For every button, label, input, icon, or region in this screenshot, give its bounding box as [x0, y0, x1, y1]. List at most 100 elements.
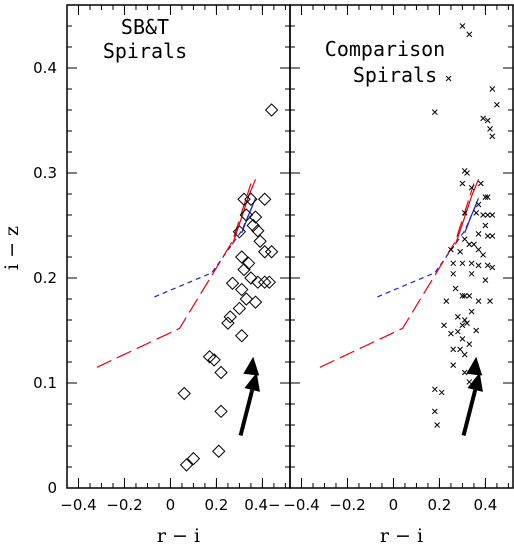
x-marker	[466, 379, 473, 385]
diamond-marker	[262, 275, 277, 289]
diamond-marker	[232, 301, 247, 316]
arrow-head	[243, 356, 260, 376]
x-marker	[477, 180, 484, 187]
x-marker	[452, 285, 459, 292]
arrows	[461, 356, 483, 436]
x-marker	[468, 308, 475, 315]
x-tick-label: 0	[166, 496, 176, 514]
x-marker	[450, 260, 457, 267]
x-marker	[461, 210, 468, 216]
diamond-marker	[235, 282, 249, 297]
diamond-marker	[232, 225, 247, 239]
model-line-blue-solid	[241, 197, 257, 234]
x-marker	[480, 252, 486, 258]
x-tick-label: 0.4−	[244, 496, 280, 514]
x-marker	[482, 277, 489, 283]
x-marker	[443, 298, 450, 304]
x-marker	[459, 292, 466, 299]
x-marker	[448, 246, 454, 253]
x-marker	[489, 233, 496, 239]
panel-title-line-1: SB&T	[121, 15, 169, 39]
panel-comparison-spirals: −0.4 −0.2 0 0.2 0.4 Comparison Spirals r − i	[283, 4, 514, 547]
x-marker	[459, 322, 466, 329]
x-marker	[441, 322, 447, 329]
x-marker	[461, 292, 468, 299]
y-tick-label: 0	[47, 479, 57, 497]
x-marker	[459, 23, 466, 29]
diamond-marker	[179, 458, 194, 472]
x-marker	[431, 408, 438, 415]
x-marker	[450, 346, 457, 353]
x-tick-label: 0	[389, 496, 399, 514]
panel-title-line-2: Spirals	[103, 39, 187, 63]
data-points	[177, 103, 279, 472]
arrows	[238, 356, 260, 436]
x-axis-title: r − i	[380, 525, 423, 547]
x-marker	[475, 231, 482, 237]
x-marker	[482, 194, 489, 201]
arrow-shaft	[238, 389, 255, 436]
x-marker	[459, 260, 466, 267]
x-marker	[482, 222, 489, 229]
diamond-marker	[214, 404, 228, 419]
arrow-shaft	[461, 389, 478, 436]
data-points	[431, 23, 500, 428]
x-marker	[466, 31, 473, 38]
diamond-marker	[235, 329, 249, 343]
diamond-marker	[264, 103, 279, 117]
model-line-red-long-dash	[319, 183, 475, 368]
x-marker	[461, 236, 468, 243]
diamond-marker	[253, 234, 267, 248]
x-marker	[466, 292, 473, 299]
x-marker	[480, 212, 486, 218]
y-tick-label: 0.1	[33, 374, 57, 392]
x-marker	[473, 327, 480, 334]
x-marker	[475, 246, 482, 253]
x-marker	[431, 386, 438, 393]
diamond-marker	[239, 208, 254, 222]
x-marker	[454, 328, 461, 335]
x-tick-label: −0.4	[283, 496, 319, 514]
model-line-red-long-dash	[96, 183, 252, 368]
diamond-marker	[186, 451, 201, 466]
panel-frame	[289, 4, 514, 489]
x-marker	[468, 184, 475, 191]
x-marker	[464, 170, 470, 176]
x-marker	[431, 109, 438, 115]
diamond-marker	[264, 245, 279, 259]
diamond-marker	[251, 275, 265, 289]
x-marker	[450, 270, 457, 277]
x-marker	[484, 194, 491, 201]
x-marker	[461, 351, 468, 358]
arrow-head	[244, 372, 260, 392]
diamond-marker	[235, 250, 249, 264]
x-marker	[489, 212, 496, 218]
x-marker	[489, 264, 496, 271]
panel-frame	[66, 4, 291, 489]
diamond-marker	[258, 275, 272, 289]
x-marker	[484, 212, 491, 218]
diamond-marker	[212, 444, 226, 458]
x-tick-label: 0.4	[473, 496, 497, 514]
model-line-blue-solid	[464, 197, 480, 234]
x-marker	[468, 270, 475, 277]
diamond-marker	[225, 276, 240, 290]
arrow-head	[466, 356, 483, 376]
diamond-marker	[207, 353, 221, 367]
diamond-marker	[239, 292, 254, 306]
x-marker	[448, 330, 454, 337]
x-marker	[487, 126, 493, 132]
diamond-marker	[223, 310, 237, 324]
x-marker	[473, 210, 480, 216]
diamond-marker	[221, 316, 235, 330]
x-tick-label: 0.2	[205, 496, 229, 514]
x-tick-label: −0.2	[329, 496, 365, 514]
arrow-head	[467, 372, 483, 392]
diamond-marker	[244, 271, 258, 285]
x-marker	[487, 298, 493, 304]
diamond-marker	[237, 262, 251, 277]
x-marker	[457, 248, 463, 255]
x-marker	[484, 262, 491, 269]
y-axis-title: i − z	[1, 226, 23, 270]
